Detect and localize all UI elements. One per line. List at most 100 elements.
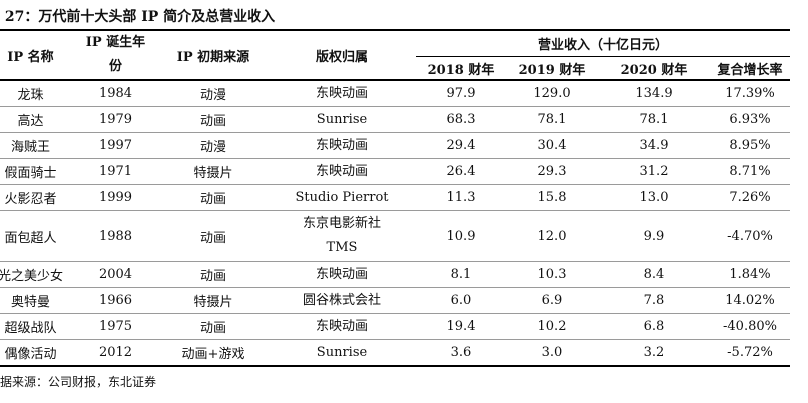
table-row: 偶像活动 2012 动画+游戏 Sunrise 3.6 3.0 3.2 -5.72%: [0, 339, 791, 367]
table-row: 龙珠 1984 动漫 东映动画 97.9 129.0 134.9 17.39%: [0, 80, 791, 107]
cell-cagr: 17.39%: [710, 80, 791, 107]
cell-birth-year: 2012: [73, 339, 158, 367]
cell-fy2018: 10.9: [416, 210, 506, 262]
rights-holder: Sunrise: [316, 344, 368, 360]
cell-fy2020: 3.2: [598, 339, 710, 367]
cell-ip-name: 面包超人: [0, 210, 73, 262]
cell-cagr: 6.93%: [710, 106, 791, 133]
cell-fy2020: 78.1: [598, 106, 710, 133]
table-row: 面包超人 1988 动画 东京电影新社 TMS 10.9 12.0 9.9 -4.70%: [0, 210, 791, 262]
cell-origin: 特摄片: [158, 287, 268, 314]
cell-rights: 东映动画: [268, 313, 416, 340]
cell-fy2018: 8.1: [416, 261, 506, 288]
rights-holder: 东映动画: [315, 163, 368, 179]
rights-holder: 东映动画: [315, 137, 368, 153]
cell-rights: Sunrise: [268, 106, 416, 133]
header-ip-name: IP 名称: [0, 30, 73, 81]
cell-cagr: 7.26%: [710, 184, 791, 211]
rights-holder: 东京电影新社: [302, 216, 381, 231]
cell-fy2019: 78.1: [506, 106, 598, 133]
cell-fy2018: 6.0: [416, 287, 506, 314]
cell-cagr: -40.80%: [710, 313, 791, 340]
cell-rights: Sunrise: [268, 339, 416, 367]
rights-holder: 圆谷株式会社: [302, 292, 381, 308]
table-row: 光之美少女 2004 动画 东映动画 8.1 10.3 8.4 1.84%: [0, 261, 791, 288]
cell-fy2018: 3.6: [416, 339, 506, 367]
cell-rights: Studio Pierrot: [268, 184, 416, 211]
cell-origin: 动画+游戏: [158, 339, 268, 367]
cell-fy2019: 10.2: [506, 313, 598, 340]
cell-fy2020: 9.9: [598, 210, 710, 262]
cell-cagr: 8.71%: [710, 158, 791, 185]
table-row: 奥特曼 1966 特摄片 圆谷株式会社 6.0 6.9 7.8 14.02%: [0, 287, 791, 314]
cell-origin: 动画: [158, 106, 268, 133]
cell-birth-year: 1979: [73, 106, 158, 133]
rights-holder: Studio Pierrot: [295, 189, 389, 205]
table-row: 高达 1979 动画 Sunrise 68.3 78.1 78.1 6.93%: [0, 106, 791, 133]
header-rights: 版权归属: [268, 30, 416, 81]
cell-origin: 动漫: [158, 132, 268, 159]
cell-fy2020: 8.4: [598, 261, 710, 288]
cell-birth-year: 1984: [73, 80, 158, 107]
cell-fy2020: 34.9: [598, 132, 710, 159]
cell-birth-year: 1966: [73, 287, 158, 314]
cell-fy2018: 11.3: [416, 184, 506, 211]
cell-ip-name: 超级战队: [0, 313, 73, 340]
table-row: 超级战队 1975 动画 东映动画 19.4 10.2 6.8 -40.80%: [0, 313, 791, 340]
cell-cagr: -5.72%: [710, 339, 791, 367]
cell-ip-name: 龙珠: [0, 80, 73, 107]
ip-revenue-table: IP 名称 IP 诞生年份 IP 初期来源 版权归属 营业收入（十亿日元） 20…: [0, 29, 791, 367]
cell-fy2020: 7.8: [598, 287, 710, 314]
cell-cagr: -4.70%: [710, 210, 791, 262]
cell-birth-year: 2004: [73, 261, 158, 288]
cell-fy2019: 3.0: [506, 339, 598, 367]
cell-fy2019: 129.0: [506, 80, 598, 107]
cell-fy2018: 26.4: [416, 158, 506, 185]
cell-fy2018: 19.4: [416, 313, 506, 340]
cell-fy2019: 12.0: [506, 210, 598, 262]
header-fy2018: 2018 财年: [416, 56, 506, 81]
cell-fy2020: 13.0: [598, 184, 710, 211]
cell-fy2019: 29.3: [506, 158, 598, 185]
header-fy2020: 2020 财年: [598, 56, 710, 81]
cell-origin: 动画: [158, 313, 268, 340]
table-title: 表 27：万代前十大头部 IP 简介及总营业收入: [0, 9, 276, 25]
cell-fy2019: 10.3: [506, 261, 598, 288]
cell-rights: 东映动画: [268, 158, 416, 185]
cell-rights: 东映动画: [268, 80, 416, 107]
cell-cagr: 8.95%: [710, 132, 791, 159]
cell-cagr: 1.84%: [710, 261, 791, 288]
cell-ip-name: 假面骑士: [0, 158, 73, 185]
table-row: 海贼王 1997 动漫 东映动画 29.4 30.4 34.9 8.95%: [0, 132, 791, 159]
header-revenue-group: 营业收入（十亿日元）: [416, 30, 791, 57]
rights-holder: 东映动画: [315, 85, 368, 101]
cell-birth-year: 1975: [73, 313, 158, 340]
cell-birth-year: 1997: [73, 132, 158, 159]
cell-rights: 东京电影新社 TMS: [268, 210, 416, 262]
cell-origin: 动画: [158, 261, 268, 288]
cell-birth-year: 1988: [73, 210, 158, 262]
rights-holder: Sunrise: [316, 111, 368, 127]
header-fy2019: 2019 财年: [506, 56, 598, 81]
cell-ip-name: 高达: [0, 106, 73, 133]
cell-fy2019: 6.9: [506, 287, 598, 314]
table-row: 假面骑士 1971 特摄片 东映动画 26.4 29.3 31.2 8.71%: [0, 158, 791, 185]
cell-ip-name: 海贼王: [0, 132, 73, 159]
cell-fy2020: 134.9: [598, 80, 710, 107]
cell-fy2018: 97.9: [416, 80, 506, 107]
header-origin: IP 初期来源: [158, 30, 268, 81]
cell-ip-name: 奥特曼: [0, 287, 73, 314]
cell-ip-name: 偶像活动: [0, 339, 73, 367]
cell-fy2020: 31.2: [598, 158, 710, 185]
cell-rights: 东映动画: [268, 132, 416, 159]
cell-fy2019: 30.4: [506, 132, 598, 159]
cell-fy2020: 6.8: [598, 313, 710, 340]
cell-origin: 动画: [158, 210, 268, 262]
header-cagr: 复合增长率: [710, 56, 791, 81]
cell-fy2018: 29.4: [416, 132, 506, 159]
cell-cagr: 14.02%: [710, 287, 791, 314]
cell-fy2018: 68.3: [416, 106, 506, 133]
header-birth-year: IP 诞生年份: [73, 30, 158, 81]
cell-origin: 特摄片: [158, 158, 268, 185]
cell-rights: 东映动画: [268, 261, 416, 288]
